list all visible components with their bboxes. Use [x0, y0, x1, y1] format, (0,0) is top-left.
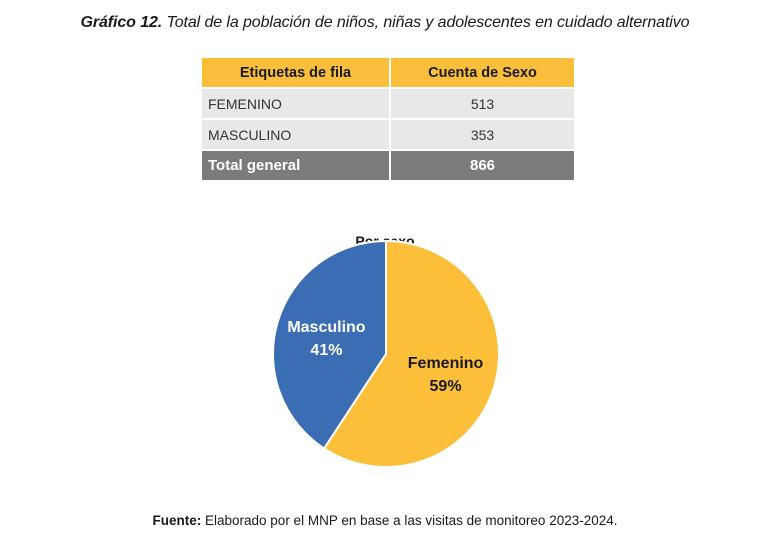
table-header-row: Etiquetas de fila Cuenta de Sexo	[200, 56, 576, 89]
row-label: MASCULINO	[200, 118, 391, 151]
pie-slice-femenino	[322, 239, 500, 468]
table-total-row: Total general 866	[200, 149, 576, 182]
source-note: Fuente: Elaborado por el MNP en base a l…	[0, 513, 770, 528]
source-label: Fuente:	[152, 513, 202, 528]
slice-percent-femenino: 59%	[430, 378, 462, 395]
figure-number: Gráfico 12.	[80, 14, 163, 31]
slice-label-femenino: Femenino	[408, 355, 484, 372]
header-row-labels: Etiquetas de fila	[200, 56, 391, 89]
row-value: 513	[389, 87, 576, 120]
pie-slice-masculino	[272, 239, 387, 450]
table-row: FEMENINO 513	[200, 87, 576, 120]
figure-caption: Gráfico 12. Total de la población de niñ…	[0, 14, 770, 32]
row-label: FEMENINO	[200, 87, 391, 120]
slice-label-masculino: Masculino	[287, 319, 365, 336]
total-value: 866	[389, 149, 576, 182]
header-count: Cuenta de Sexo	[389, 56, 576, 89]
pivot-table: Etiquetas de fila Cuenta de Sexo FEMENIN…	[200, 56, 576, 182]
total-label: Total general	[200, 149, 391, 182]
figure-title: Total de la población de niños, niñas y …	[166, 14, 690, 31]
source-text: Elaborado por el MNP en base a las visit…	[205, 513, 618, 528]
slice-percent-masculino: 41%	[310, 342, 342, 359]
row-value: 353	[389, 118, 576, 151]
table-row: MASCULINO 353	[200, 118, 576, 151]
